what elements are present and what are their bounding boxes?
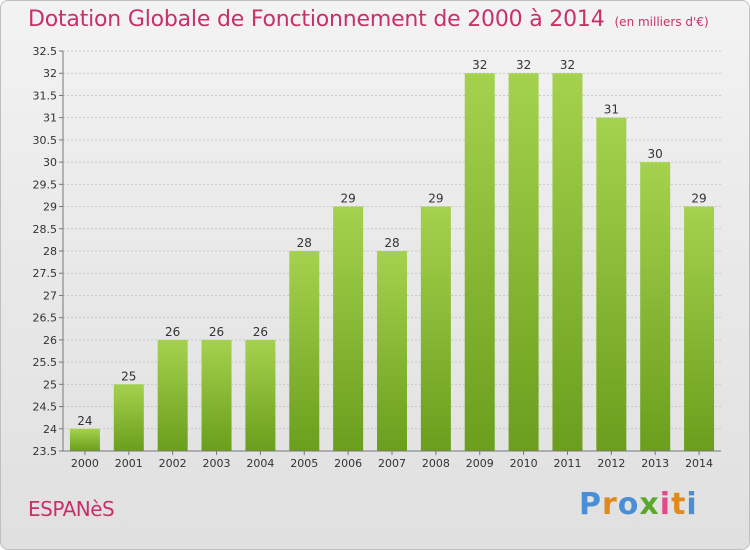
y-tick-label: 27 xyxy=(43,289,57,302)
bar xyxy=(552,73,583,451)
chart-title: Dotation Globale de Fonctionnement de 20… xyxy=(28,7,709,32)
y-tick-label: 23.5 xyxy=(33,445,58,458)
bar-value-label: 32 xyxy=(516,58,531,72)
bar xyxy=(245,339,276,451)
x-tick-label: 2007 xyxy=(378,457,406,470)
bar xyxy=(377,251,407,451)
bar-value-label: 31 xyxy=(604,103,619,117)
bar-value-label: 28 xyxy=(384,236,399,250)
bar xyxy=(420,206,451,451)
y-tick-label: 24 xyxy=(43,423,57,436)
bar-value-label: 24 xyxy=(77,414,92,428)
y-tick-label: 31 xyxy=(43,112,57,125)
y-tick-label: 25 xyxy=(43,378,57,391)
bar-value-label: 26 xyxy=(209,325,224,339)
x-tick-label: 2009 xyxy=(466,457,494,470)
bar xyxy=(201,339,232,451)
x-tick-label: 2006 xyxy=(334,457,362,470)
bar xyxy=(684,206,715,451)
bar-value-label: 29 xyxy=(428,192,443,206)
bar-value-label: 26 xyxy=(165,325,180,339)
chart-subtitle: (en milliers d'€) xyxy=(614,15,709,29)
bar xyxy=(113,384,144,451)
bar xyxy=(69,428,100,451)
proxiti-logo: Proxiti xyxy=(579,487,698,522)
bar xyxy=(508,73,539,451)
y-tick-label: 26.5 xyxy=(33,312,58,325)
bar-value-label: 29 xyxy=(691,192,706,206)
chart-title-text: Dotation Globale de Fonctionnement de 20… xyxy=(28,7,605,32)
x-tick-label: 2001 xyxy=(115,457,143,470)
y-tick-label: 29 xyxy=(43,201,57,214)
bar-value-label: 30 xyxy=(648,147,663,161)
bar-value-label: 32 xyxy=(472,58,487,72)
y-tick-label: 24.5 xyxy=(33,401,58,414)
x-tick-label: 2002 xyxy=(159,457,187,470)
bar-value-label: 26 xyxy=(253,325,268,339)
y-tick-label: 32.5 xyxy=(33,45,58,58)
bar xyxy=(464,73,495,451)
bar-value-label: 32 xyxy=(560,58,575,72)
y-tick-label: 30.5 xyxy=(33,134,58,147)
bar-value-label: 28 xyxy=(297,236,312,250)
x-tick-label: 2014 xyxy=(685,457,713,470)
x-tick-label: 2000 xyxy=(71,457,99,470)
x-tick-label: 2011 xyxy=(553,457,581,470)
y-tick-label: 26 xyxy=(43,334,57,347)
x-tick-label: 2004 xyxy=(246,457,274,470)
y-tick-label: 25.5 xyxy=(33,356,58,369)
bar-value-label: 25 xyxy=(121,369,136,383)
y-tick-label: 28 xyxy=(43,245,57,258)
y-tick-label: 29.5 xyxy=(33,178,58,191)
bar xyxy=(157,339,188,451)
x-tick-label: 2008 xyxy=(422,457,450,470)
bar xyxy=(640,162,671,451)
y-tick-label: 28.5 xyxy=(33,223,58,236)
y-tick-label: 30 xyxy=(43,156,57,169)
x-tick-label: 2005 xyxy=(290,457,318,470)
y-tick-label: 32 xyxy=(43,67,57,80)
bar xyxy=(596,117,627,452)
x-tick-label: 2010 xyxy=(510,457,538,470)
place-name: ESPANèS xyxy=(28,497,115,521)
bar xyxy=(333,206,364,451)
bar-value-label: 29 xyxy=(340,192,355,206)
x-tick-label: 2013 xyxy=(641,457,669,470)
y-tick-label: 27.5 xyxy=(33,267,58,280)
bar xyxy=(289,251,320,451)
x-tick-label: 2003 xyxy=(203,457,231,470)
x-tick-label: 2012 xyxy=(597,457,625,470)
y-tick-label: 31.5 xyxy=(33,89,58,102)
